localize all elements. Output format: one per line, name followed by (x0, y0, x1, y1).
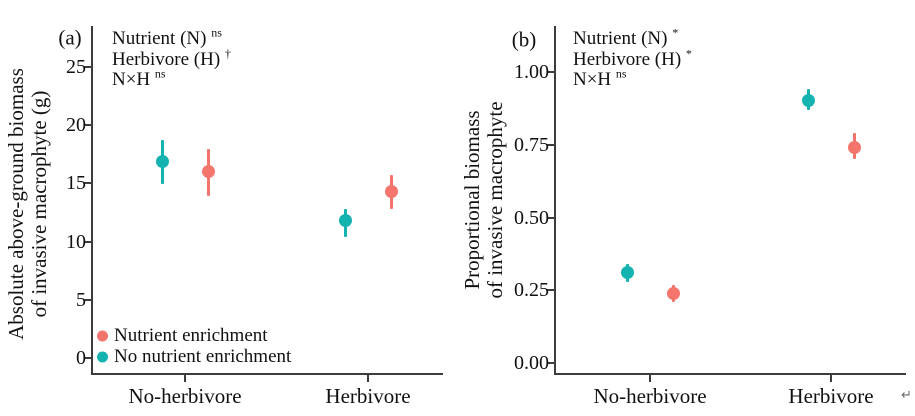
significance-superscript: † (224, 46, 231, 61)
y-tick-mark (547, 289, 554, 292)
x-tick-mark (649, 375, 651, 382)
x-category-label: No-herbivore (128, 384, 242, 408)
y-tick-mark (84, 298, 91, 301)
stats-annotation-line: Herbivore (H) † (112, 46, 231, 70)
data-point (801, 94, 815, 108)
significance-superscript: ns (154, 66, 166, 81)
x-axis-line (554, 373, 906, 375)
y-axis-title-line: of invasive macrophyte (483, 101, 507, 299)
data-point (384, 184, 398, 198)
data-point (338, 214, 352, 228)
y-tick-mark (84, 65, 91, 68)
y-tick-label: 20 (66, 113, 86, 136)
stats-annotation-line: Nutrient (N) ns (112, 25, 222, 49)
significance-superscript: ns (615, 66, 627, 81)
x-axis-line (91, 373, 443, 375)
stats-annotation: Nutrient (N) * Herbivore (H) * N×H ns (573, 25, 692, 91)
y-tick-label: 1.00 (514, 60, 549, 83)
x-category-label: Herbivore (788, 384, 874, 408)
x-tick-mark (184, 375, 186, 382)
panel-letter: (b) (511, 27, 537, 52)
y-tick-label: 10 (66, 230, 86, 253)
y-tick-mark (84, 182, 91, 185)
y-axis-title-line: Absolute above-ground biomass (4, 68, 28, 340)
y-tick-mark (547, 70, 554, 73)
y-tick-label: 15 (66, 172, 86, 195)
legend-label: No nutrient enrichment (114, 346, 292, 367)
stats-annotation-line: Nutrient (N) * (573, 25, 679, 49)
legend-dot-icon (97, 351, 108, 363)
significance-superscript: * (672, 25, 679, 40)
data-point (847, 141, 861, 155)
y-axis-line (91, 26, 93, 375)
y-tick-label: 0 (76, 347, 86, 370)
significance-superscript: ns (211, 25, 222, 40)
legend-label: Nutrient enrichment (114, 325, 268, 346)
stats-annotation-line: N×H ns (573, 66, 627, 90)
y-tick-mark (84, 240, 91, 243)
y-tick-mark (84, 357, 91, 360)
data-point (666, 286, 680, 300)
y-tick-mark (84, 123, 91, 126)
stats-annotation-line: N×H ns (112, 66, 166, 90)
y-tick-label: 25 (66, 55, 86, 78)
y-tick-mark (547, 362, 554, 365)
x-tick-mark (830, 375, 832, 382)
data-point (620, 266, 634, 280)
legend-dot-icon (97, 330, 108, 342)
line-break-mark: ↵ (901, 388, 912, 403)
y-axis-title-line: Proportional biomass (460, 110, 484, 290)
y-tick-label: 0.25 (514, 279, 549, 302)
stats-annotation-line: Herbivore (H) * (573, 46, 692, 70)
panel-letter: (a) (58, 25, 82, 50)
x-category-label: No-herbivore (593, 384, 707, 408)
y-axis-title-line: of invasive macrophyte (g) (27, 90, 51, 318)
y-tick-mark (547, 216, 554, 219)
significance-superscript: * (685, 46, 692, 61)
y-tick-mark (547, 143, 554, 146)
y-tick-label: 0.50 (514, 206, 549, 229)
y-tick-label: 5 (76, 288, 86, 311)
x-tick-mark (367, 375, 369, 382)
y-tick-label: 0.00 (514, 352, 549, 375)
data-point (155, 154, 169, 168)
y-tick-label: 0.75 (514, 133, 549, 156)
x-category-label: Herbivore (325, 384, 411, 408)
stats-annotation: Nutrient (N) ns Herbivore (H) † N×H ns (112, 25, 231, 91)
y-axis-line (554, 26, 556, 375)
data-point (201, 165, 215, 179)
y-axis-title: Absolute above-ground biomass of invasive… (4, 68, 51, 340)
y-axis-title: Proportional biomass of invasive macrophy… (460, 101, 507, 299)
